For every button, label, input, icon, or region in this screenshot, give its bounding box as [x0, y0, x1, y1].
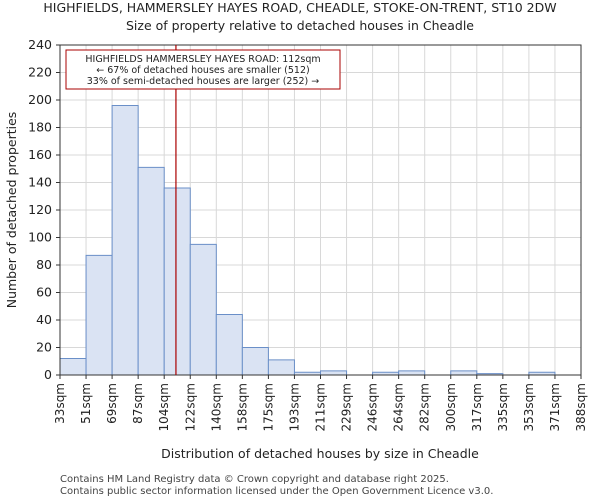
y-axis: 0 20 40 60 80 100 120 140 160 180 200 220 240: [28, 37, 60, 382]
x-tick-label: 104sqm: [157, 383, 171, 431]
x-tick-label: 175sqm: [261, 383, 275, 431]
bar: [215, 314, 243, 376]
x-tick-label: 229sqm: [340, 383, 354, 431]
chart-title: HIGHFIELDS, HAMMERSLEY HAYES ROAD, CHEAD…: [43, 0, 556, 15]
bar: [450, 370, 478, 376]
y-tick-label: 20: [36, 340, 52, 355]
y-tick-label: 240: [28, 37, 52, 52]
bar: [189, 243, 217, 376]
x-tick-label: 140sqm: [209, 383, 223, 431]
bar: [85, 254, 113, 376]
footer-line-2: Contains public sector information licen…: [60, 486, 493, 497]
bar: [111, 105, 139, 376]
y-tick-label: 180: [28, 120, 52, 135]
y-axis-label: Number of detached properties: [4, 112, 19, 309]
x-tick-label: 246sqm: [366, 383, 380, 431]
y-tick-label: 80: [36, 257, 52, 272]
y-tick-label: 200: [28, 92, 52, 107]
y-tick-label: 100: [28, 230, 52, 245]
annotation-line-3: 33% of semi-detached houses are larger (…: [87, 76, 320, 87]
x-tick-label: 353sqm: [522, 383, 536, 431]
x-tick-label: 300sqm: [444, 383, 458, 431]
x-tick-label: 282sqm: [418, 383, 432, 431]
x-tick-label: 317sqm: [470, 383, 484, 431]
x-tick-label: 211sqm: [314, 383, 328, 431]
annotation-box: HIGHFIELDS HAMMERSLEY HAYES ROAD: 112sqm…: [65, 49, 341, 90]
bar: [137, 166, 165, 376]
x-tick-label: 371sqm: [548, 383, 562, 431]
y-tick-label: 140: [28, 175, 52, 190]
y-tick-label: 220: [28, 65, 52, 80]
bar: [320, 370, 348, 376]
y-tick-label: 60: [36, 285, 52, 300]
x-tick-label: 335sqm: [496, 383, 510, 431]
x-tick-label: 33sqm: [53, 383, 67, 424]
bars: [59, 105, 556, 376]
annotation-frame: [65, 49, 341, 90]
x-tick-label: 388sqm: [574, 383, 588, 431]
x-tick-label: 122sqm: [183, 383, 197, 431]
bar: [398, 370, 426, 376]
plot-frame: [59, 44, 582, 376]
chart-subtitle: Size of property relative to detached ho…: [126, 18, 474, 33]
annotation-line-2: ← 67% of detached houses are smaller (51…: [96, 65, 309, 76]
bar: [59, 358, 87, 376]
x-tick-label: 51sqm: [79, 383, 93, 424]
y-tick-label: 160: [28, 147, 52, 162]
x-axis: 33sqm 51sqm 69sqm 87sqm 104sqm 122sqm 140sqm 15…: [53, 375, 588, 431]
x-tick-label: 87sqm: [131, 383, 145, 424]
x-tick-label: 69sqm: [105, 383, 119, 424]
y-tick-label: 120: [28, 202, 52, 217]
y-tick-label: 40: [36, 312, 52, 327]
x-axis-label: Distribution of detached houses by size …: [161, 446, 479, 461]
footer-line-1: Contains HM Land Registry data © Crown c…: [60, 474, 449, 485]
annotation-line-1: HIGHFIELDS HAMMERSLEY HAYES ROAD: 112sqm: [85, 54, 320, 65]
x-tick-label: 193sqm: [287, 383, 301, 431]
x-tick-label: 158sqm: [235, 383, 249, 431]
bar: [163, 187, 191, 376]
y-tick-label: 0: [44, 367, 52, 382]
x-tick-label: 264sqm: [392, 383, 406, 431]
bar: [267, 359, 295, 376]
bar: [241, 347, 269, 376]
